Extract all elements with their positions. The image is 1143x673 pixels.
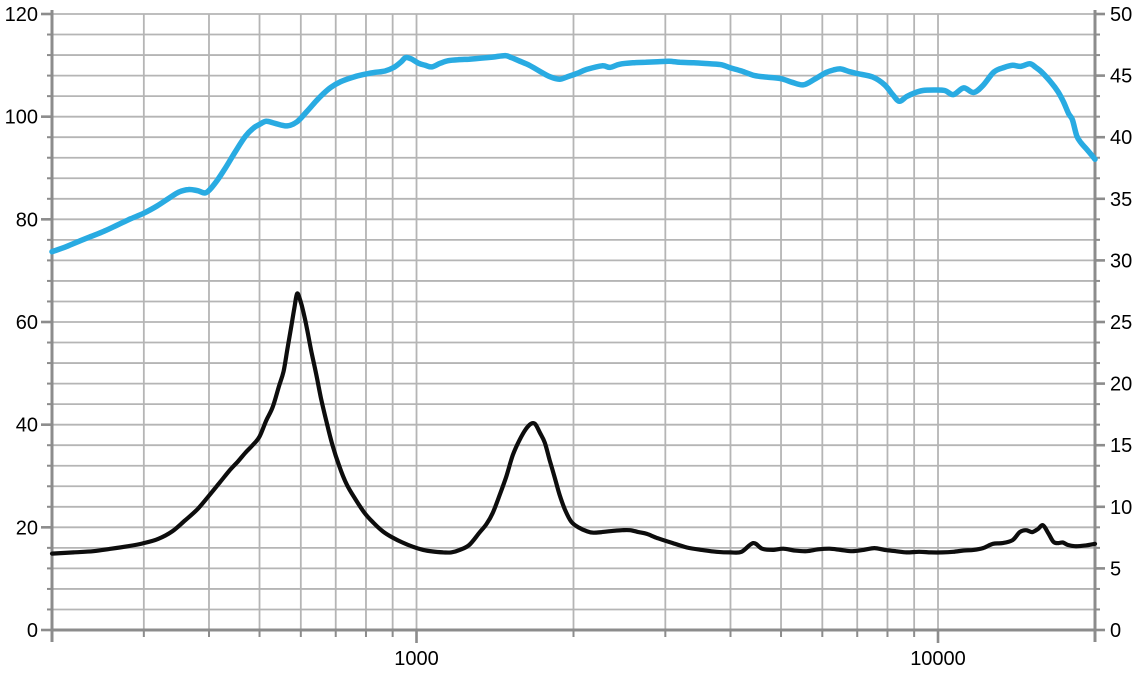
gridlines bbox=[52, 13, 1095, 630]
right-axis-tick-label: 35 bbox=[1110, 189, 1132, 211]
right-axis-tick-label: 10 bbox=[1110, 497, 1132, 519]
left-axis-tick-label: 100 bbox=[5, 107, 38, 129]
left-axis-tick-label: 20 bbox=[16, 517, 38, 539]
left-axis-tick-label: 40 bbox=[16, 415, 38, 437]
right-axis-tick-label: 20 bbox=[1110, 374, 1132, 396]
left-axis-tick-label: 60 bbox=[16, 312, 38, 334]
left-axis-tick-label: 80 bbox=[16, 209, 38, 231]
right-axis-tick-label: 25 bbox=[1110, 312, 1132, 334]
plot-frame bbox=[50, 10, 1097, 642]
right-axis-tick-label: 45 bbox=[1110, 66, 1132, 88]
right-axis-tick-label: 0 bbox=[1110, 620, 1121, 642]
right-axis-tick-label: 5 bbox=[1110, 558, 1121, 580]
x-axis-tick-label: 1000 bbox=[394, 648, 439, 670]
impedance-curve bbox=[49, 291, 1098, 556]
right-axis-tick-label: 40 bbox=[1110, 127, 1132, 149]
axis-ticks bbox=[41, 12, 1105, 643]
right-axis-tick-label: 50 bbox=[1110, 4, 1132, 26]
left-axis-tick-label: 0 bbox=[27, 620, 38, 642]
spl-curve bbox=[49, 52, 1098, 255]
right-axis-tick-label: 15 bbox=[1110, 435, 1132, 457]
right-axis-tick-label: 30 bbox=[1110, 250, 1132, 272]
left-axis-tick-label: 120 bbox=[5, 4, 38, 26]
curves bbox=[49, 52, 1098, 556]
axis-labels: 0 20 40 60 80 100 120 0 5 10 15 20 25 30 35 40 45 50 1000 1… bbox=[5, 4, 1133, 670]
x-axis-tick-label: 10000 bbox=[910, 648, 966, 670]
